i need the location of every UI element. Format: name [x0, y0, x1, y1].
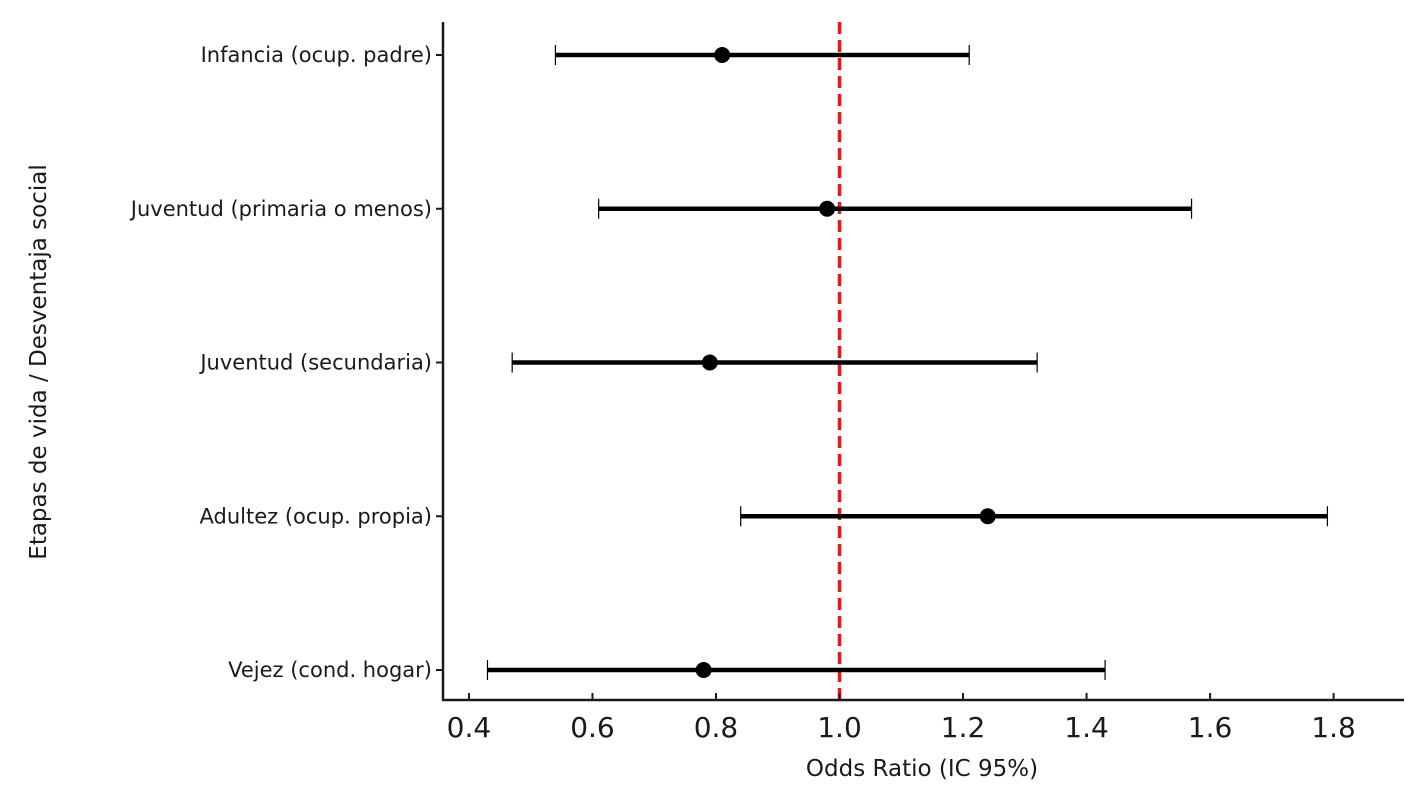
or-point	[695, 662, 712, 678]
y-axis-label: Etapas de vida / Desventaja social	[26, 164, 52, 559]
x-tick-label: 1.0	[817, 711, 862, 744]
y-tick-label: Juventud (primaria o menos)	[129, 197, 432, 221]
plot-marks	[486, 22, 1329, 700]
x-ticks: 0.4 0.6 0.8 1.0 1.2 1.4 1.6 1.8	[447, 693, 1356, 744]
or-point	[701, 354, 718, 371]
y-ticks: Infancia (ocup. padre) Juventud (primaria…	[129, 43, 443, 682]
or-point	[979, 508, 996, 525]
or-point	[714, 47, 731, 63]
x-tick-label: 0.8	[694, 711, 739, 744]
x-tick-label: 1.4	[1064, 711, 1109, 744]
x-tick-label: 1.8	[1311, 711, 1356, 744]
or-point	[819, 200, 836, 217]
x-tick-label: 0.4	[447, 711, 492, 744]
y-tick-label: Vejez (cond. hogar)	[228, 658, 432, 682]
x-tick-label: 1.6	[1188, 711, 1233, 744]
y-tick-label: Infancia (ocup. padre)	[201, 43, 432, 67]
x-tick-label: 1.2	[941, 711, 986, 744]
x-axis-label: Odds Ratio (IC 95%)	[806, 756, 1038, 782]
y-tick-label: Juventud (secundaria)	[198, 351, 432, 375]
x-tick-label: 0.6	[570, 711, 615, 744]
y-tick-label: Adultez (ocup. propia)	[200, 504, 432, 528]
